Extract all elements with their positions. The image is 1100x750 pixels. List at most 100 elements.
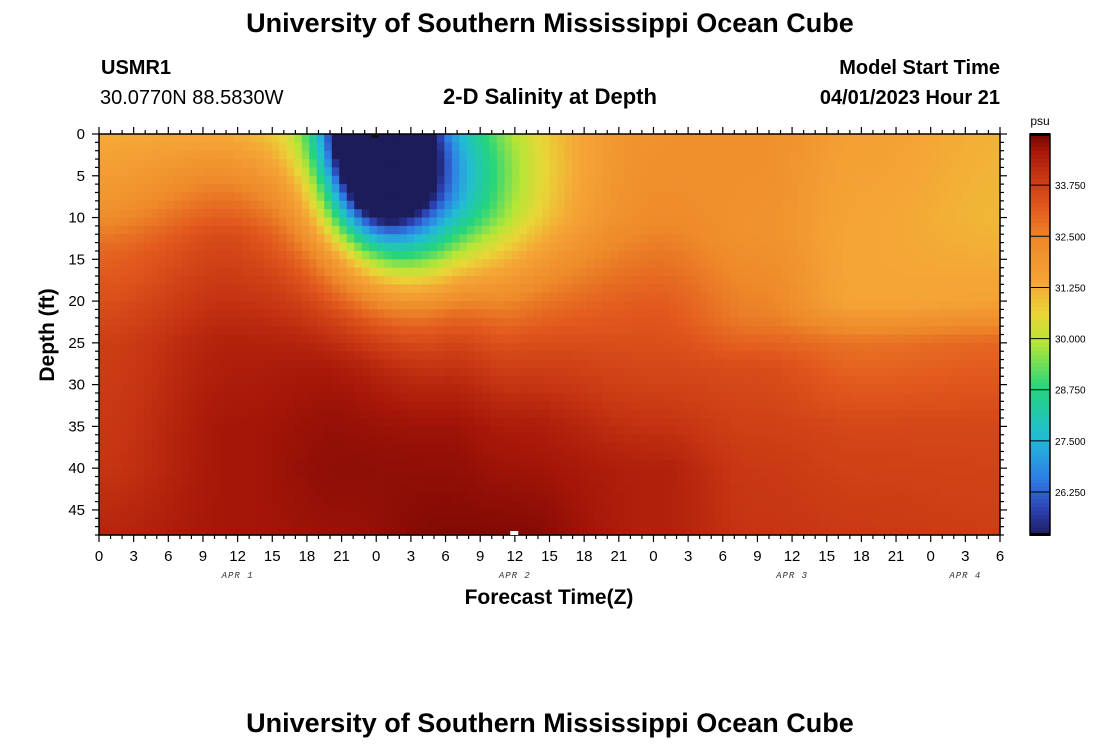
heatmap-cell: [579, 434, 588, 444]
heatmap-cell: [812, 409, 821, 419]
heatmap-cell: [234, 476, 243, 486]
heatmap-cell: [669, 284, 678, 294]
heatmap-cell: [962, 409, 971, 419]
heatmap-cell: [662, 451, 671, 461]
heatmap-cell: [954, 401, 964, 411]
heatmap-cell: [729, 418, 738, 427]
heatmap-cell: [572, 200, 581, 210]
heatmap-cell: [879, 401, 888, 411]
heatmap-cell: [572, 184, 581, 194]
heatmap-cell: [264, 242, 273, 252]
heatmap-cell: [579, 476, 588, 486]
heatmap-cell: [399, 192, 408, 202]
heatmap-cell: [496, 459, 506, 469]
heatmap-cell: [857, 342, 866, 352]
heatmap-cell: [729, 167, 738, 177]
heatmap-cell: [864, 367, 873, 377]
heatmap-cell: [752, 192, 761, 202]
heatmap-cell: [249, 334, 258, 344]
heatmap-cell: [864, 384, 873, 394]
heatmap-cell: [684, 225, 693, 235]
heatmap-cell: [812, 301, 821, 311]
heatmap-cell: [511, 376, 521, 386]
heatmap-cell: [624, 426, 633, 436]
heatmap-cell: [857, 184, 866, 194]
heatmap-cell: [977, 284, 986, 294]
chart-subtitle: 2-D Salinity at Depth: [443, 84, 657, 109]
heatmap-cell: [534, 334, 543, 344]
heatmap-cell: [752, 384, 761, 394]
heatmap-cell: [594, 342, 603, 352]
heatmap-cell: [827, 443, 836, 453]
heatmap-cell: [451, 175, 460, 185]
heatmap-cell: [481, 267, 491, 277]
heatmap-cell: [339, 142, 348, 152]
heatmap-cell: [849, 359, 858, 369]
heatmap-cell: [767, 418, 776, 427]
heatmap-cell: [256, 443, 265, 453]
heatmap-cell: [954, 242, 964, 252]
heatmap-cell: [159, 292, 168, 302]
heatmap-cell: [767, 200, 776, 210]
heatmap-cell: [714, 376, 723, 386]
heatmap-cell: [249, 150, 258, 160]
heatmap-cell: [602, 367, 611, 377]
heatmap-cell: [451, 426, 460, 436]
heatmap-cell: [331, 301, 340, 311]
heatmap-cell: [196, 401, 205, 411]
heatmap-cell: [857, 267, 866, 277]
heatmap-cell: [797, 175, 806, 185]
heatmap-cell: [256, 451, 265, 461]
heatmap-cell: [369, 367, 378, 377]
heatmap-cell: [414, 392, 423, 402]
heatmap-cell: [444, 468, 453, 478]
heatmap-cell: [782, 167, 791, 177]
heatmap-cell: [774, 225, 783, 235]
heatmap-cell: [144, 134, 153, 143]
heatmap-cell: [699, 443, 708, 453]
heatmap-cell: [414, 150, 423, 160]
heatmap-cell: [526, 167, 536, 177]
heatmap-cell: [632, 217, 641, 227]
heatmap-cell: [894, 134, 903, 143]
heatmap-cell: [617, 192, 626, 202]
heatmap-cell: [121, 401, 130, 411]
heatmap-cell: [151, 459, 160, 469]
heatmap-cell: [969, 276, 979, 285]
heatmap-cell: [256, 184, 265, 194]
heatmap-cell: [707, 259, 716, 269]
heatmap-cell: [902, 317, 911, 327]
heatmap-cell: [977, 217, 986, 227]
heatmap-cell: [924, 209, 934, 219]
heatmap-cell: [301, 468, 310, 478]
heatmap-cell: [947, 217, 956, 227]
heatmap-cell: [391, 192, 400, 202]
heatmap-cell: [346, 250, 355, 260]
heatmap-cell: [962, 250, 971, 260]
heatmap-cell: [414, 476, 423, 486]
heatmap-cell: [309, 334, 318, 344]
heatmap-cell: [459, 259, 468, 269]
heatmap-cell: [842, 459, 851, 469]
heatmap-cell: [617, 217, 626, 227]
heatmap-cell: [549, 359, 558, 369]
heatmap-cell: [481, 200, 491, 210]
heatmap-cell: [436, 200, 445, 210]
heatmap-cell: [361, 443, 370, 453]
heatmap-cell: [984, 276, 994, 285]
heatmap-cell: [211, 217, 220, 227]
heatmap-cell: [526, 267, 536, 277]
heatmap-cell: [121, 276, 130, 285]
heatmap-cell: [977, 250, 986, 260]
heatmap-cell: [159, 334, 168, 344]
heatmap-cell: [474, 150, 483, 160]
heatmap-cell: [737, 376, 746, 386]
heatmap-cell: [534, 242, 543, 252]
heatmap-cell: [902, 284, 911, 294]
heatmap-cell: [729, 367, 738, 377]
heatmap-cell: [271, 150, 280, 160]
heatmap-cell: [151, 409, 160, 419]
heatmap-cell: [519, 250, 528, 260]
heatmap-cell: [774, 351, 783, 361]
heatmap-cell: [557, 134, 566, 143]
